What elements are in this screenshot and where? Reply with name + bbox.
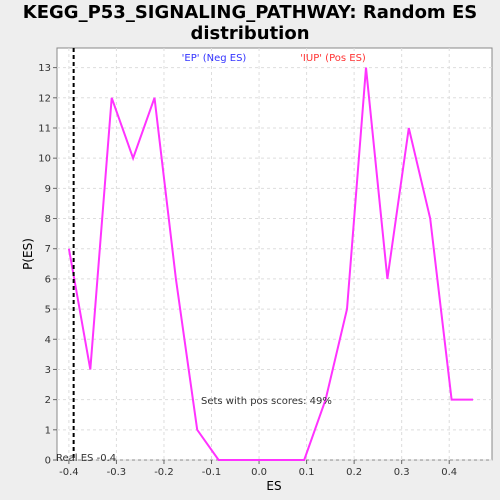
y-tick-label: 2	[45, 395, 51, 406]
y-tick-label: 11	[38, 123, 51, 134]
x-tick-label: -0.1	[202, 467, 222, 478]
y-tick-label: 10	[38, 154, 51, 165]
y-axis-title: P(ES)	[21, 238, 35, 270]
plot-area	[56, 47, 493, 461]
series-layer	[67, 67, 473, 461]
chart-title-line-1: KEGG_P53_SIGNALING_PATHWAY: Random ES	[22, 2, 478, 23]
pos-es-label: 'IUP' (Pos ES)	[300, 53, 366, 64]
y-tick-label: 9	[45, 184, 51, 195]
x-tick-label: 0.3	[394, 467, 410, 478]
x-axis-title: ES	[266, 479, 281, 493]
series-line	[67, 67, 473, 461]
x-tick-label: 0.1	[299, 467, 315, 478]
y-tick-label: 4	[45, 335, 51, 346]
y-tick-label: 7	[45, 244, 51, 255]
x-tick-label: 0.2	[346, 467, 362, 478]
axes: -0.4 -0.3 -0.2 -0.1 0.0 0.1 0.2 0.3 0.4012345678…	[38, 63, 457, 478]
chart-title: KEGG_P53_SIGNALING_PATHWAY: Random ES di…	[0, 2, 500, 44]
y-tick-label: 5	[45, 305, 51, 316]
x-tick-label: -0.2	[154, 467, 174, 478]
y-tick-label: 0	[45, 456, 51, 467]
x-tick-label: 0.4	[441, 467, 457, 478]
real-es-label: Real ES -0.4	[56, 453, 116, 464]
neg-es-label: 'EP' (Neg ES)	[182, 53, 247, 64]
pos-scores-label: Sets with pos scores: 49%	[201, 396, 332, 407]
y-tick-label: 13	[38, 63, 51, 74]
chart-title-line-2: distribution	[190, 23, 310, 44]
y-tick-label: 3	[45, 365, 51, 376]
x-tick-label: 0.0	[251, 467, 267, 478]
y-tick-label: 6	[45, 274, 51, 285]
x-tick-label: -0.3	[107, 467, 127, 478]
y-tick-label: 1	[45, 425, 51, 436]
x-tick-label: -0.4	[59, 467, 79, 478]
grid	[57, 48, 492, 461]
y-tick-label: 8	[45, 214, 51, 225]
y-tick-label: 12	[38, 93, 51, 104]
